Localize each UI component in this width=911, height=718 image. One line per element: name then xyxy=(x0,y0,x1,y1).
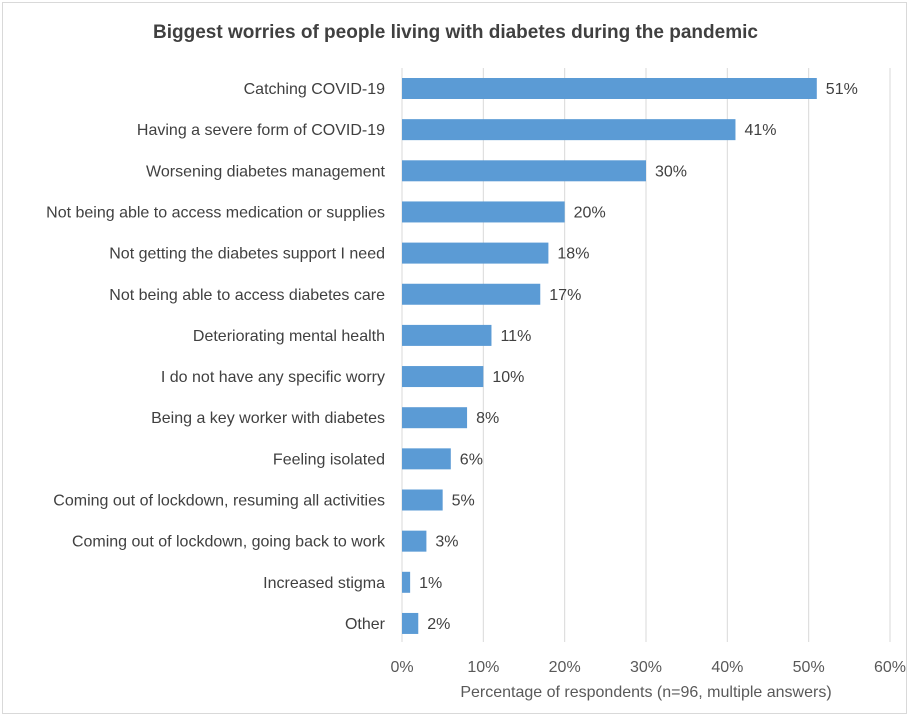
category-label: Catching COVID-19 xyxy=(244,81,385,98)
data-label: 11% xyxy=(500,328,531,345)
data-label: 18% xyxy=(557,246,589,263)
bar xyxy=(402,366,484,388)
category-label: Worsening diabetes management xyxy=(146,163,386,180)
category-labels: Catching COVID-19 Having a severe form of… xyxy=(46,81,386,633)
x-tick-labels: 0% 10% 20% 30% 40% 50% 60% xyxy=(390,659,906,676)
bar xyxy=(402,489,443,511)
bar xyxy=(402,448,451,470)
bar xyxy=(402,119,736,141)
category-label: Feeling isolated xyxy=(273,451,385,468)
data-labels: 51% 41% 30% 20% 18% 17% 11% 10% 8% 6% 5% 3% 1% 2% xyxy=(419,81,858,633)
bar xyxy=(402,160,646,182)
category-label: Deteriorating mental health xyxy=(193,328,385,345)
data-label: 5% xyxy=(452,493,475,510)
category-label: Being a key worker with diabetes xyxy=(151,410,385,427)
data-label: 51% xyxy=(826,81,858,98)
data-label: 2% xyxy=(427,616,450,633)
x-tick-label: 60% xyxy=(874,659,906,676)
category-label: Not getting the diabetes support I need xyxy=(109,246,385,263)
category-label: Coming out of lockdown, going back to wo… xyxy=(72,534,386,551)
x-tick-label: 20% xyxy=(549,659,581,676)
bar xyxy=(402,283,541,305)
bar xyxy=(402,612,419,634)
data-label: 20% xyxy=(574,204,606,221)
data-label: 6% xyxy=(460,451,483,468)
data-label: 30% xyxy=(655,163,687,180)
data-label: 8% xyxy=(476,410,499,427)
x-tick-label: 10% xyxy=(467,659,499,676)
category-label: Other xyxy=(345,616,386,633)
data-label: 1% xyxy=(419,575,442,592)
category-label: Not being able to access medication or s… xyxy=(46,204,385,221)
category-label: Not being able to access diabetes care xyxy=(109,287,385,304)
x-axis-title: Percentage of respondents (n=96, multipl… xyxy=(460,684,831,701)
bar xyxy=(402,324,492,346)
bar xyxy=(402,78,817,99)
bar xyxy=(402,530,427,552)
bar xyxy=(402,571,411,593)
data-label: 17% xyxy=(549,287,581,304)
bar xyxy=(402,242,549,264)
data-label: 10% xyxy=(492,369,524,386)
gridlines xyxy=(401,68,891,642)
category-label: Having a severe form of COVID-19 xyxy=(137,122,385,139)
x-tick-label: 50% xyxy=(793,659,825,676)
data-label: 41% xyxy=(744,122,776,139)
x-tick-label: 0% xyxy=(390,659,413,676)
category-label: I do not have any specific worry xyxy=(161,369,385,386)
category-label: Coming out of lockdown, resuming all act… xyxy=(53,493,385,510)
bars xyxy=(402,78,817,634)
x-tick-label: 40% xyxy=(711,659,743,676)
bar xyxy=(402,407,468,429)
x-tick-label: 30% xyxy=(630,659,662,676)
data-label: 3% xyxy=(435,534,458,551)
chart-title: Biggest worries of people living with di… xyxy=(153,22,758,43)
category-label: Increased stigma xyxy=(263,575,385,592)
bar xyxy=(402,201,565,223)
